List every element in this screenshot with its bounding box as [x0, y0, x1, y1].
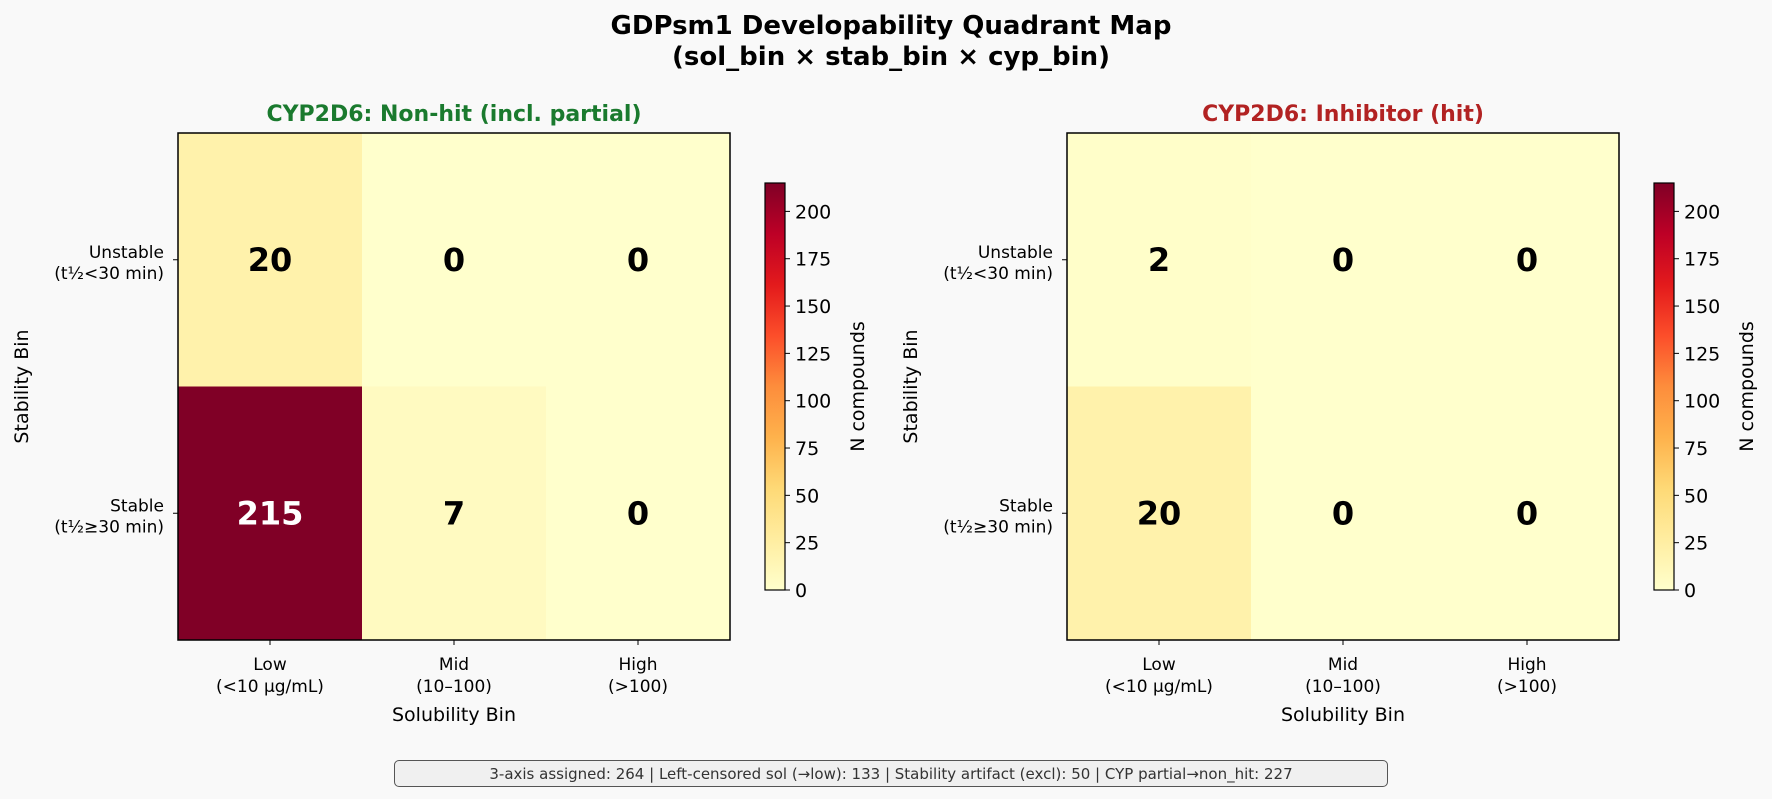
- colorbar-tick-label: 200: [1684, 201, 1720, 223]
- heatmap-cell: [546, 386, 731, 641]
- colorbar-tick-label: 175: [795, 249, 831, 271]
- heatmap-cell: [1435, 133, 1620, 387]
- heatmap-cell: [178, 133, 363, 387]
- panel-title: CYP2D6: Non-hit (incl. partial): [266, 102, 641, 127]
- heatmap-cell: [178, 386, 363, 641]
- y-tick-label: Unstable (t½<30 min): [943, 243, 1053, 284]
- x-tick-label: Mid (10–100): [1305, 655, 1381, 697]
- summary-footer: 3-axis assigned: 264 | Left-censored sol…: [394, 760, 1388, 787]
- cell-value-label: 0: [1332, 494, 1354, 532]
- x-tick-label: Low (<10 µg/mL): [1105, 655, 1213, 697]
- heatmap-cell: [1251, 133, 1436, 387]
- colorbar-tick-label: 100: [1684, 391, 1720, 413]
- heatmap-cell: [1067, 133, 1252, 387]
- heatmap-cell: [362, 133, 547, 387]
- colorbar-tick-label: 175: [1684, 249, 1720, 271]
- colorbar-tick-label: 75: [1684, 438, 1708, 460]
- cell-value-label: 0: [627, 494, 649, 532]
- colorbar-tick-label: 0: [795, 580, 807, 602]
- figure-title-line2: (sol_bin × stab_bin × cyp_bin): [672, 42, 1110, 72]
- y-axis-label: Stability Bin: [900, 329, 922, 443]
- colorbar: [764, 182, 786, 591]
- y-tick-label: Unstable (t½<30 min): [54, 243, 164, 284]
- x-tick-label: Low (<10 µg/mL): [216, 655, 324, 697]
- colorbar-label: N compounds: [1736, 321, 1758, 452]
- colorbar-tick-label: 50: [795, 485, 819, 507]
- colorbar-tick-label: 150: [1684, 296, 1720, 318]
- cell-value-label: 0: [1332, 241, 1354, 279]
- colorbar-tick-label: 50: [1684, 485, 1708, 507]
- panel-title: CYP2D6: Inhibitor (hit): [1202, 102, 1484, 127]
- cell-value-label: 7: [443, 494, 465, 532]
- colorbar-tick-label: 125: [795, 343, 831, 365]
- cell-value-label: 2: [1148, 241, 1170, 279]
- cell-value-label: 215: [237, 494, 304, 532]
- y-tick-label: Stable (t½≥30 min): [54, 496, 164, 537]
- cell-value-label: 20: [1137, 494, 1182, 532]
- colorbar-tick-label: 100: [795, 391, 831, 413]
- colorbar-label: N compounds: [847, 321, 869, 452]
- colorbar-tick-label: 200: [795, 201, 831, 223]
- x-tick-label: Mid (10–100): [416, 655, 492, 697]
- colorbar-tick-label: 0: [1684, 580, 1696, 602]
- colorbar-tick-label: 25: [795, 533, 819, 555]
- colorbar-tick-label: 25: [1684, 533, 1708, 555]
- cell-value-label: 20: [248, 241, 293, 279]
- colorbar-tick-label: 75: [795, 438, 819, 460]
- cell-value-label: 0: [627, 241, 649, 279]
- colorbar-tick-label: 150: [795, 296, 831, 318]
- cell-value-label: 0: [443, 241, 465, 279]
- y-tick-label: Stable (t½≥30 min): [943, 496, 1053, 537]
- figure-title-line1: GDPsm1 Developability Quadrant Map: [611, 11, 1172, 41]
- x-axis-label: Solubility Bin: [1281, 704, 1405, 726]
- x-tick-label: High (>100): [608, 655, 668, 697]
- y-axis-label: Stability Bin: [11, 329, 33, 443]
- heatmap-cell: [1251, 386, 1436, 641]
- heatmap-cell: [1067, 386, 1252, 641]
- cell-value-label: 0: [1516, 494, 1538, 532]
- x-tick-label: High (>100): [1497, 655, 1557, 697]
- x-axis-label: Solubility Bin: [392, 704, 516, 726]
- heatmap-cell: [1435, 386, 1620, 641]
- colorbar-tick-label: 125: [1684, 343, 1720, 365]
- heatmap-cell: [546, 133, 731, 387]
- cell-value-label: 0: [1516, 241, 1538, 279]
- colorbar: [1653, 182, 1675, 591]
- heatmap-cell: [362, 386, 547, 641]
